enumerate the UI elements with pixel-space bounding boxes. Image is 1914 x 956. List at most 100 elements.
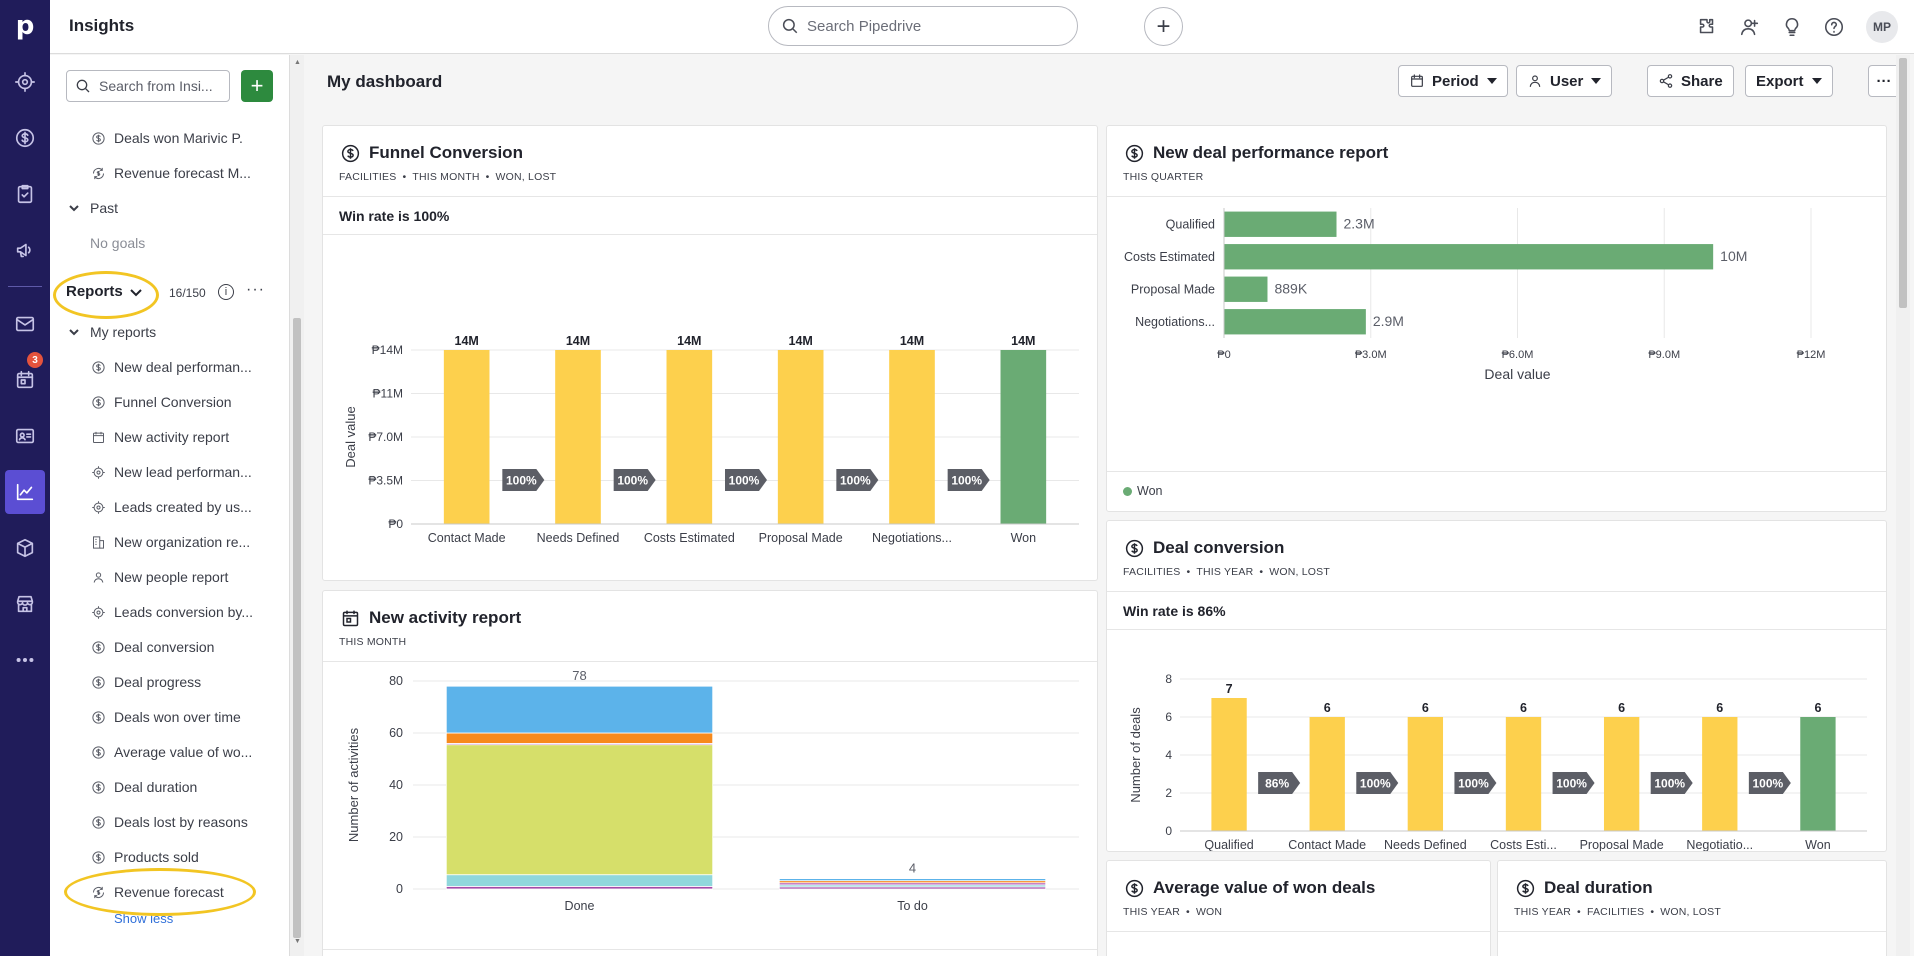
my-reports-toggle[interactable]: My reports <box>50 317 280 347</box>
nav-more-icon[interactable] <box>5 638 45 682</box>
sidebar-report-item[interactable]: Products sold <box>50 842 280 872</box>
nav-insights-icon[interactable] <box>5 470 45 514</box>
lightbulb-icon[interactable] <box>1779 14 1805 40</box>
sidebar-search-input[interactable]: Search from Insi... <box>66 70 230 102</box>
nav-projects-icon[interactable] <box>5 172 45 216</box>
search-icon <box>76 79 90 93</box>
scroll-up-arrow[interactable]: ▲ <box>294 59 301 66</box>
tag-text: THIS MONTH <box>339 636 407 648</box>
card-title: New activity report <box>339 607 521 629</box>
new-activity-report-card[interactable]: New activity report THIS MONTH 0 20 40 60 80… <box>322 590 1098 956</box>
add-report-button[interactable]: + <box>241 70 273 102</box>
nav-products-icon[interactable] <box>5 526 45 570</box>
dollar-icon <box>1514 877 1536 899</box>
dashboard-main: My dashboard Period User Share Export ··… <box>305 55 1914 956</box>
my-reports-label: My reports <box>90 324 157 340</box>
sidebar-report-item[interactable]: Leads conversion by... <box>50 597 280 627</box>
sidebar-report-item[interactable]: Deal conversion <box>50 632 280 662</box>
card-title-text: Deal conversion <box>1153 538 1285 557</box>
share-label: Share <box>1681 72 1723 90</box>
sidebar-item-label: Leads conversion by... <box>114 604 254 620</box>
export-button[interactable]: Export <box>1745 65 1833 97</box>
y-tick-label: ₱14M <box>372 343 403 357</box>
card-tags: FACILITIES • THIS MONTH • WON, LOST <box>339 171 556 183</box>
sidebar-report-item[interactable]: New lead performan... <box>50 457 280 487</box>
calendar-icon <box>1411 74 1423 87</box>
help-icon[interactable] <box>1821 14 1847 40</box>
conversion-arrow <box>1454 772 1497 794</box>
sidebar-report-item[interactable]: New organization re... <box>50 527 280 557</box>
sidebar-report-item[interactable]: Funnel Conversion <box>50 387 280 417</box>
nav-marketplace-icon[interactable] <box>5 582 45 626</box>
average-value-card[interactable]: Average value of won deals THIS YEAR • WON <box>1106 860 1491 956</box>
dollar-icon <box>90 744 106 760</box>
sidebar-report-item[interactable]: Average value of wo... <box>50 737 280 767</box>
nav-activities-icon[interactable] <box>5 358 45 402</box>
bar-value-label: 6 <box>1618 701 1625 715</box>
invite-users-icon[interactable] <box>1737 14 1763 40</box>
conversion-label: 100% <box>617 474 648 488</box>
sidebar-report-item[interactable]: Leads created by us... <box>50 492 280 522</box>
target-icon <box>90 604 106 620</box>
user-avatar[interactable]: MP <box>1866 11 1898 43</box>
tag-separator: • <box>1186 566 1191 578</box>
sidebar-goal-item[interactable]: Deals won Marivic P. <box>50 123 280 153</box>
bar-value-label: 10M <box>1720 248 1747 264</box>
share-button[interactable]: Share <box>1647 65 1734 97</box>
global-search-input[interactable]: Search Pipedrive <box>768 6 1078 46</box>
more-actions-button[interactable]: ··· <box>1868 65 1900 97</box>
x-tick-label: Qualified <box>1204 838 1253 851</box>
conversion-label: 100% <box>840 474 871 488</box>
deal-conversion-card[interactable]: Deal conversion FACILITIES • THIS YEAR • WON… <box>1106 520 1887 852</box>
caret-down-icon <box>1811 78 1822 84</box>
quick-add-button[interactable]: + <box>1144 7 1183 46</box>
new-deal-chart: ₱0 ₱3.0M ₱6.0M ₱9.0M ₱12M Deal value Qualified… <box>1124 208 1825 382</box>
main-scrollbar-thumb[interactable] <box>1899 58 1907 308</box>
user-button[interactable]: User <box>1516 65 1613 97</box>
bar <box>1603 717 1640 831</box>
reports-highlight-annotation <box>53 271 159 319</box>
info-icon[interactable]: i <box>218 284 234 300</box>
deal-duration-card[interactable]: Deal duration THIS YEAR • FACILITIES • WON, … <box>1497 860 1887 956</box>
scroll-down-arrow[interactable]: ▼ <box>294 938 301 945</box>
top-bar: Insights Search Pipedrive + MP <box>50 0 1914 54</box>
y-tick-label: Qualified <box>1166 217 1215 231</box>
sidebar-report-item[interactable]: New deal performan... <box>50 352 280 382</box>
sidebar-report-item[interactable]: Deal duration <box>50 772 280 802</box>
nav-leads-icon[interactable] <box>5 60 45 104</box>
sidebar-report-item[interactable]: New activity report <box>50 422 280 452</box>
nav-deals-icon[interactable] <box>5 116 45 160</box>
puzzle-icon[interactable] <box>1694 14 1720 40</box>
chevron-down-icon <box>66 324 82 340</box>
sidebar-scrollbar-thumb[interactable] <box>293 318 301 938</box>
sidebar-report-item[interactable]: Deals lost by reasons <box>50 807 280 837</box>
funnel-conversion-card[interactable]: Funnel Conversion FACILITIES • THIS MONTH •… <box>322 125 1098 581</box>
reports-count: 16/150 <box>169 286 206 300</box>
tag-separator: • <box>1650 906 1655 918</box>
sidebar-report-item[interactable]: Deals won over time <box>50 702 280 732</box>
x-tick-label: Done <box>565 899 595 913</box>
calendar-icon <box>339 607 361 629</box>
revenue-icon <box>90 165 106 181</box>
nav-contacts-icon[interactable] <box>5 414 45 458</box>
bar-value-label: 6 <box>1324 701 1331 715</box>
legend-item[interactable]: Won <box>1123 484 1162 498</box>
card-title: Funnel Conversion <box>339 142 523 164</box>
tag-separator: • <box>402 171 407 183</box>
bar <box>889 350 935 524</box>
dollar-icon <box>90 779 106 795</box>
sidebar-goal-item[interactable]: Revenue forecast M... <box>50 158 280 188</box>
nav-mail-icon[interactable] <box>5 302 45 346</box>
x-axis-label: Deal value <box>1484 366 1550 382</box>
past-goals-toggle[interactable]: Past <box>50 193 280 223</box>
new-deal-performance-card[interactable]: New deal performance report THIS QUARTER… <box>1106 125 1887 512</box>
more-options-icon[interactable]: ··· <box>246 281 265 298</box>
dollar-icon <box>1123 142 1145 164</box>
pipedrive-logo[interactable]: p <box>15 11 35 41</box>
sidebar-report-item[interactable]: New people report <box>50 562 280 592</box>
period-button[interactable]: Period <box>1398 65 1508 97</box>
nav-campaigns-icon[interactable] <box>5 228 45 272</box>
tag-text: FACILITIES <box>1586 906 1645 918</box>
sidebar-report-item[interactable]: Deal progress <box>50 667 280 697</box>
x-tick-label: ₱0 <box>1217 349 1230 361</box>
